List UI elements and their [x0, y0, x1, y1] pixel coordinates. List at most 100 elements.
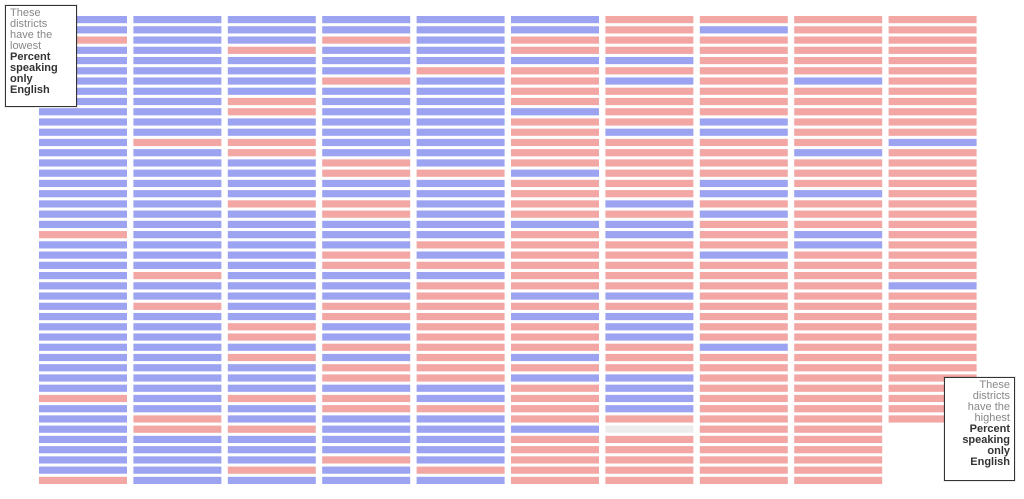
district-bar	[416, 46, 505, 54]
district-bar	[133, 67, 222, 75]
district-bar	[699, 108, 788, 116]
district-bar	[888, 415, 977, 423]
district-bar	[39, 220, 127, 228]
district-bar	[322, 241, 411, 249]
district-bar	[699, 476, 788, 484]
district-bar	[322, 353, 411, 362]
district-bar	[511, 374, 599, 382]
district-bar	[699, 251, 788, 259]
district-bar	[888, 159, 977, 167]
district-bar	[794, 190, 883, 198]
district-bar	[511, 353, 599, 362]
district-bar	[699, 77, 788, 85]
district-bar	[888, 302, 977, 310]
district-bar	[605, 435, 694, 444]
district-bar	[511, 394, 599, 403]
district-bar	[39, 77, 127, 85]
district-bar	[794, 241, 883, 249]
district-bar	[133, 231, 222, 239]
district-bar	[227, 97, 316, 106]
annotation-text: have the	[967, 401, 1010, 413]
district-bar	[511, 128, 599, 136]
district-bar	[39, 190, 127, 198]
district-bar	[888, 220, 977, 228]
district-bar	[888, 261, 977, 269]
district-bar	[511, 16, 599, 24]
district-bar	[511, 241, 599, 249]
district-bar	[511, 169, 599, 177]
district-bar	[699, 364, 788, 372]
district-bar	[227, 272, 316, 280]
district-bar	[322, 87, 411, 95]
district-bar	[605, 231, 694, 239]
district-bar	[511, 302, 599, 310]
district-bar	[888, 46, 977, 54]
district-bar	[794, 446, 883, 454]
district-bar	[794, 353, 883, 362]
district-bar	[888, 56, 977, 65]
district-bar	[39, 272, 127, 280]
district-bar	[227, 200, 316, 208]
district-bar	[511, 97, 599, 106]
district-bar	[888, 333, 977, 341]
district-bar	[322, 292, 411, 300]
district-bar	[322, 159, 411, 167]
district-bar	[39, 128, 127, 136]
district-bar	[605, 394, 694, 403]
district-bar	[511, 231, 599, 239]
district-bar	[416, 261, 505, 269]
district-bar	[794, 302, 883, 310]
district-bar	[605, 302, 694, 310]
district-bar	[888, 364, 977, 372]
district-bar	[133, 169, 222, 177]
district-bar	[605, 128, 694, 136]
district-bar	[133, 261, 222, 269]
district-bar	[39, 200, 127, 208]
district-bar	[511, 272, 599, 280]
district-bar	[511, 333, 599, 341]
district-bar	[794, 220, 883, 228]
district-bar	[605, 179, 694, 188]
district-bar	[888, 149, 977, 157]
district-bar	[888, 374, 977, 382]
district-bar	[416, 323, 505, 331]
district-bar	[227, 138, 316, 147]
annotation-text: highest	[974, 412, 1010, 424]
district-bar	[227, 159, 316, 167]
district-bar	[227, 292, 316, 300]
district-bar	[888, 200, 977, 208]
district-bar	[888, 384, 977, 392]
district-bar	[39, 118, 127, 126]
district-bar	[322, 179, 411, 188]
district-bar	[605, 466, 694, 474]
district-bar	[39, 415, 127, 423]
district-bar	[605, 190, 694, 198]
district-bar	[888, 169, 977, 177]
district-bar	[416, 394, 505, 403]
district-bar	[322, 302, 411, 310]
district-bar	[605, 241, 694, 249]
district-bar	[322, 425, 411, 433]
district-bar	[322, 374, 411, 382]
district-bar	[605, 26, 694, 34]
district-bar	[227, 302, 316, 310]
district-bar	[511, 384, 599, 392]
district-bar	[227, 425, 316, 433]
district-bar	[699, 405, 788, 413]
district-bar	[699, 36, 788, 44]
district-bar	[133, 190, 222, 198]
district-bar	[699, 118, 788, 126]
district-bar	[888, 394, 977, 403]
district-bar	[133, 466, 222, 474]
district-bar	[416, 374, 505, 382]
district-bar	[416, 118, 505, 126]
district-bar	[133, 200, 222, 208]
district-bar	[39, 394, 127, 403]
district-bar	[227, 169, 316, 177]
district-bar	[888, 87, 977, 95]
district-bar	[511, 251, 599, 259]
district-bar	[322, 312, 411, 321]
district-bar	[794, 118, 883, 126]
district-bar	[888, 241, 977, 249]
district-bar	[416, 251, 505, 259]
